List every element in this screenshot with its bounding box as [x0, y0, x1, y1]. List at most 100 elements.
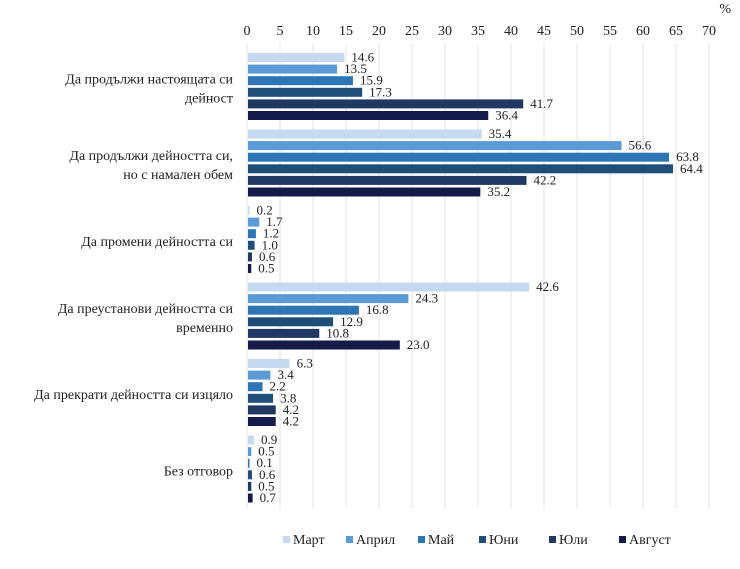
value-label: 36.4 — [495, 108, 518, 123]
legend-label: Юни — [489, 533, 519, 548]
value-label: 1.7 — [266, 214, 283, 229]
value-label: 0.6 — [259, 467, 276, 482]
category-label: Да промени дейността си — [81, 235, 233, 250]
bar-Юли — [248, 175, 527, 185]
legend-item: Юни — [479, 533, 519, 548]
x-tick-label: 45 — [537, 24, 551, 39]
x-tick-label: 55 — [603, 24, 617, 39]
x-tick-label: 5 — [277, 24, 284, 39]
bar-Май — [248, 382, 263, 392]
category-label: Да продължи настоящата си — [65, 72, 233, 87]
legend-item: Март — [283, 533, 325, 548]
axis-unit-label: % — [719, 2, 731, 17]
legend-swatch — [549, 536, 556, 543]
value-label: 0.5 — [258, 478, 274, 493]
value-label: 3.4 — [277, 367, 294, 382]
legend-label: Април — [356, 533, 395, 548]
value-label: 17.3 — [369, 84, 392, 99]
x-tick-label: 60 — [636, 24, 650, 39]
bar-Юли — [248, 99, 524, 109]
category-label: Да преустанови дейността си — [58, 302, 234, 317]
value-label: 63.8 — [676, 149, 699, 164]
value-label: 42.6 — [536, 279, 559, 294]
bar-Март — [248, 206, 250, 215]
value-label: 0.5 — [258, 444, 274, 459]
value-label: 0.2 — [257, 203, 273, 218]
bar-Май — [248, 305, 359, 315]
category-label: Да продължи дейността си, — [69, 149, 233, 164]
bar-Юни — [248, 87, 363, 97]
bar-Май — [248, 152, 670, 162]
bar-Юли — [248, 405, 276, 415]
x-tick-label: 40 — [504, 24, 518, 39]
bar-Май — [248, 458, 250, 468]
bar-Август — [248, 264, 252, 273]
bar-Май — [248, 229, 256, 239]
legend-label: Май — [428, 533, 455, 548]
bar-Август — [248, 417, 276, 426]
legend-item: Юли — [549, 533, 588, 548]
x-tick-label: 0 — [244, 24, 251, 39]
legend-item: Август — [619, 533, 671, 548]
bar-Март — [248, 359, 290, 368]
value-label: 1.2 — [263, 226, 279, 241]
bar-Април — [248, 447, 252, 457]
value-label: 56.6 — [629, 138, 652, 153]
bar-Март — [248, 282, 530, 292]
value-label: 0.1 — [257, 455, 273, 470]
x-tick-label: 15 — [339, 24, 353, 39]
value-label: 0.5 — [258, 261, 274, 276]
x-tick-label: 25 — [405, 24, 419, 39]
bar-Април — [248, 141, 622, 151]
x-tick-label: 65 — [669, 24, 683, 39]
category-label: временно — [176, 321, 233, 336]
legend: Март Април Май Юни Юли Август — [283, 533, 671, 548]
bar-Юни — [248, 317, 334, 327]
bar-Август — [248, 111, 489, 120]
category-labels: Да продължи настоящата си дейност Да продъ… — [34, 72, 233, 479]
value-label: 13.5 — [344, 61, 367, 76]
bar-Август — [248, 340, 400, 350]
value-label: 24.3 — [415, 291, 438, 306]
value-label: 2.2 — [270, 379, 286, 394]
value-label: 42.2 — [534, 172, 557, 187]
category-label: Без отговор — [164, 464, 233, 479]
value-label: 6.3 — [297, 356, 313, 371]
category-label: но с намален обем — [123, 168, 233, 183]
bar-Април — [248, 64, 338, 74]
bar-Юни — [248, 240, 255, 250]
legend-swatch — [346, 536, 353, 543]
bar-Юли — [248, 252, 252, 262]
value-label: 16.8 — [366, 302, 389, 317]
bar-Юни — [248, 393, 274, 403]
bar-Юни — [248, 470, 252, 480]
bar-Април — [248, 370, 271, 380]
bar-Април — [248, 217, 260, 227]
value-label: 41.7 — [530, 96, 553, 111]
x-tick-label: 30 — [438, 24, 452, 39]
category-label: дейност — [185, 91, 233, 106]
value-label: 0.7 — [260, 490, 277, 505]
legend-swatch — [418, 536, 425, 543]
bar-Март — [248, 129, 482, 139]
value-label: 0.9 — [261, 432, 277, 447]
value-label: 4.2 — [283, 402, 299, 417]
bar-Юли — [248, 328, 320, 338]
value-label: 35.2 — [487, 184, 510, 199]
legend-swatch — [283, 536, 290, 543]
value-label: 1.0 — [262, 237, 278, 252]
bar-Март — [248, 53, 345, 62]
value-label: 4.2 — [283, 414, 299, 429]
bar-Април — [248, 294, 409, 304]
legend-label: Август — [629, 533, 671, 548]
bar-Август — [248, 187, 481, 197]
value-label: 35.4 — [489, 126, 512, 141]
bar-Август — [248, 493, 253, 503]
x-axis-ticks: 0 5 10 15 20 25 30 35 40 45 50 55 60 65 70 — [244, 24, 717, 39]
bar-Юли — [248, 481, 252, 491]
bar-Юни — [248, 164, 674, 174]
x-tick-label: 50 — [570, 24, 584, 39]
x-tick-label: 70 — [702, 24, 716, 39]
value-label: 14.6 — [351, 50, 374, 65]
